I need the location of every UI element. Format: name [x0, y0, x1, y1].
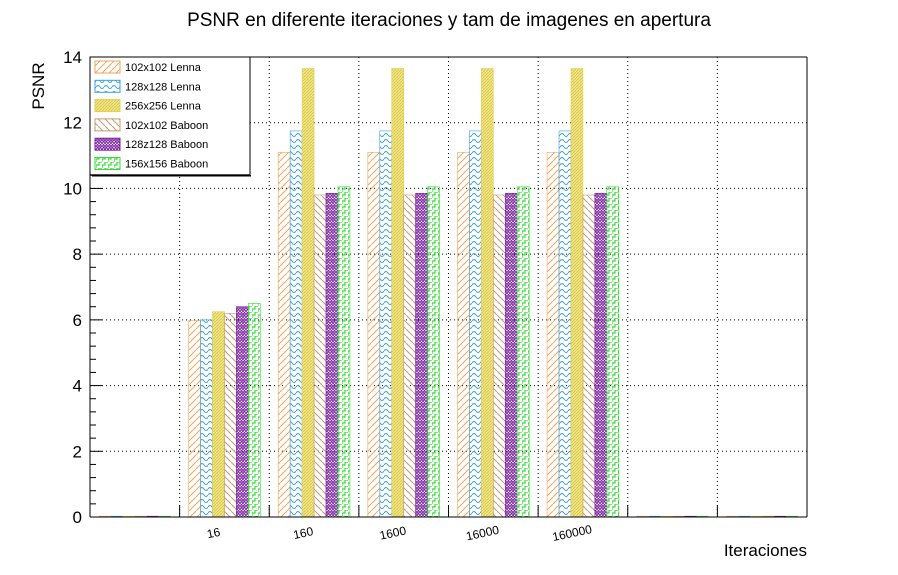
legend-label: 156x156 Baboon	[125, 159, 208, 171]
bar-102x102-lenna-1	[188, 320, 201, 518]
bar-128x128-lenna-3	[379, 130, 393, 518]
x-tick-label: 1600	[378, 523, 407, 542]
x-tick-label: 160000	[551, 522, 593, 544]
y-tick-label: 12	[63, 114, 82, 133]
y-tick-label: 6	[73, 311, 82, 330]
y-tick-label: 10	[63, 179, 82, 198]
bar-102x102-baboon-3	[403, 194, 416, 518]
legend-label: 102x102 Lenna	[125, 62, 202, 74]
legend-swatch	[94, 137, 121, 151]
bar-102x102-lenna-3	[367, 151, 381, 518]
legend-swatch	[94, 99, 121, 113]
x-tick-label: 16	[206, 525, 222, 542]
y-tick-label: 14	[63, 48, 82, 67]
bar-256x256-lenna-1	[212, 311, 225, 518]
bar-256x256-lenna-3	[391, 68, 404, 518]
bar-156x156-baboon-5	[606, 186, 620, 518]
bar-128z128-baboon-4	[504, 193, 518, 518]
legend-label: 128z128 Baboon	[125, 139, 208, 151]
legend-swatch	[94, 157, 121, 170]
bar-156x156-baboon-3	[427, 186, 440, 518]
legend-swatch	[94, 118, 121, 132]
bar-128x128-lenna-2	[289, 130, 303, 518]
y-tick-label: 4	[73, 377, 82, 396]
bar-128x128-lenna-4	[469, 130, 482, 518]
bar-128z128-baboon-1	[236, 306, 249, 518]
bar-128x128-lenna-1	[200, 319, 213, 518]
legend-label: 256x256 Lenna	[125, 101, 202, 113]
legend: 102x102 Lenna 128x128 Lenna 256x256 Lenna 1…	[89, 56, 251, 177]
chart-title: PSNR en diferente iteraciones y tam de i…	[187, 10, 711, 31]
axes	[89, 56, 808, 518]
legend-box	[89, 56, 251, 176]
y-tick-label: 2	[73, 442, 82, 461]
x-tick-label: 160	[292, 524, 315, 542]
bar-102x102-baboon-2	[313, 194, 327, 518]
bar-128x128-lenna-5	[558, 130, 572, 518]
tick-labels: 0 2 4 6 8 10 12 14 16 160 1600 16000 160000	[63, 48, 593, 544]
bar-102x102-lenna-4	[457, 151, 470, 518]
bar-256x256-lenna-5	[570, 68, 584, 518]
bar-128z128-baboon-5	[594, 193, 608, 518]
bar-156x156-baboon-2	[337, 186, 351, 518]
bar-256x256-lenna-2	[301, 68, 315, 518]
bar-102x102-lenna-5	[546, 151, 560, 518]
y-tick-label: 8	[73, 245, 82, 264]
bar-156x156-baboon-4	[516, 186, 530, 518]
bar-256x256-lenna-4	[481, 68, 494, 518]
x-tick-label: 16000	[465, 523, 501, 544]
bar-102x102-baboon-5	[582, 194, 596, 518]
y-tick-label: 0	[73, 508, 82, 527]
bar-102x102-baboon-4	[493, 194, 506, 518]
bar-156x156-baboon-1	[248, 303, 261, 518]
legend-label: 102x102 Baboon	[125, 120, 208, 132]
legend-label: 128x128 Lenna	[125, 81, 202, 93]
bar-102x102-baboon-1	[224, 312, 237, 518]
x-axis-label: Iteraciones	[724, 541, 807, 560]
bar-128z128-baboon-2	[325, 193, 339, 518]
legend-swatch	[94, 79, 121, 93]
y-axis-label: PSNR	[29, 62, 48, 109]
bar-128z128-baboon-3	[415, 193, 428, 518]
bar-102x102-lenna-2	[277, 151, 291, 518]
legend-swatch	[94, 60, 121, 74]
